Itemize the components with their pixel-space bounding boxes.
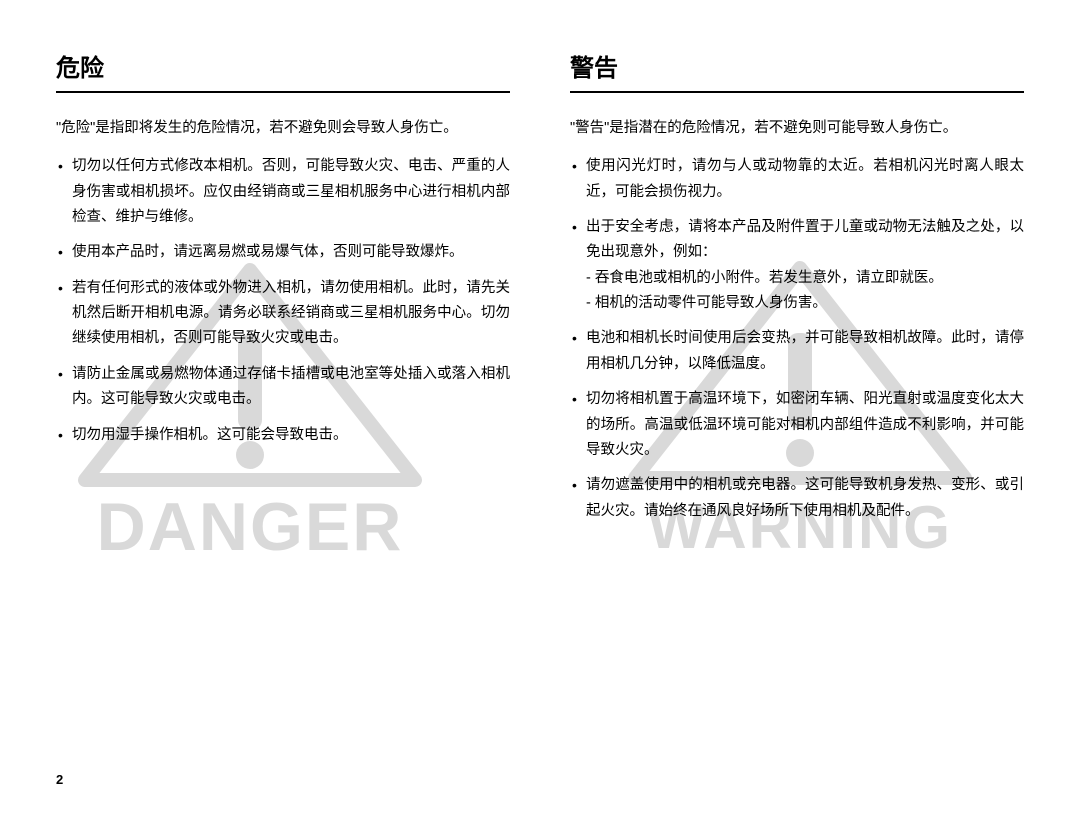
list-item: 若有任何形式的液体或外物进入相机，请勿使用相机。此时，请先关机然后断开相机电源。… [56, 276, 510, 352]
page-content: 危险 "危险"是指即将发生的危险情况，若不避免则会导致人身伤亡。 切勿以任何方式… [0, 0, 1080, 534]
list-item: 使用闪光灯时，请勿与人或动物靠的太近。若相机闪光时离人眼太近，可能会损伤视力。 [570, 154, 1024, 205]
danger-bullet-list: 切勿以任何方式修改本相机。否则，可能导致火灾、电击、严重的人身伤害或相机损坏。应… [56, 154, 510, 448]
list-sub-item: - 吞食电池或相机的小附件。若发生意外，请立即就医。 [586, 266, 1024, 291]
danger-heading: 危险 [56, 48, 510, 93]
list-item: 请防止金属或易燃物体通过存储卡插槽或电池室等处插入或落入相机内。这可能导致火灾或… [56, 362, 510, 413]
list-item: 电池和相机长时间使用后会变热，并可能导致相机故障。此时，请停用相机几分钟，以降低… [570, 326, 1024, 377]
warning-heading: 警告 [570, 48, 1024, 93]
danger-intro: "危险"是指即将发生的危险情况，若不避免则会导致人身伤亡。 [56, 117, 510, 140]
list-item-text: 出于安全考虑，请将本产品及附件置于儿童或动物无法触及之处，以免出现意外，例如： [586, 219, 1024, 260]
list-item: 切勿将相机置于高温环境下，如密闭车辆、阳光直射或温度变化太大的场所。高温或低温环… [570, 387, 1024, 463]
warning-bullet-list: 使用闪光灯时，请勿与人或动物靠的太近。若相机闪光时离人眼太近，可能会损伤视力。 … [570, 154, 1024, 524]
list-sub-item: - 相机的活动零件可能导致人身伤害。 [586, 291, 1024, 316]
list-item: 请勿遮盖使用中的相机或充电器。这可能导致机身发热、变形、或引起火灾。请始终在通风… [570, 473, 1024, 524]
list-item: 切勿以任何方式修改本相机。否则，可能导致火灾、电击、严重的人身伤害或相机损坏。应… [56, 154, 510, 230]
warning-intro: "警告"是指潜在的危险情况，若不避免则可能导致人身伤亡。 [570, 117, 1024, 140]
left-column: 危险 "危险"是指即将发生的危险情况，若不避免则会导致人身伤亡。 切勿以任何方式… [56, 48, 510, 534]
right-column: 警告 "警告"是指潜在的危险情况，若不避免则可能导致人身伤亡。 使用闪光灯时，请… [570, 48, 1024, 534]
list-item: 出于安全考虑，请将本产品及附件置于儿童或动物无法触及之处，以免出现意外，例如： … [570, 215, 1024, 317]
list-item: 使用本产品时，请远离易燃或易爆气体，否则可能导致爆炸。 [56, 240, 510, 265]
page-number: 2 [56, 772, 63, 787]
list-item: 切勿用湿手操作相机。这可能会导致电击。 [56, 423, 510, 448]
